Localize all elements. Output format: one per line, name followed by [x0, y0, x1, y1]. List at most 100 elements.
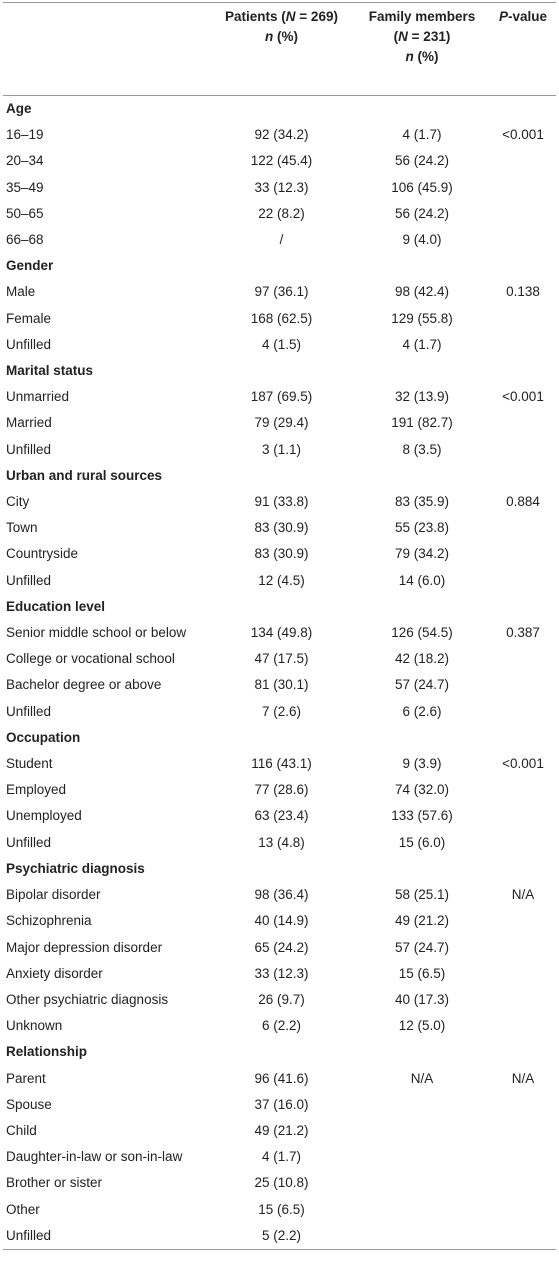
p-value: [490, 1144, 556, 1170]
table-row: Married 79 (29.4) 191 (82.7): [3, 410, 556, 436]
row-label: Bipolar disorder: [6, 887, 101, 903]
top-rule: [3, 2, 556, 3]
patients-value: 79 (29.4): [254, 415, 309, 431]
table-row: 35–49 33 (12.3) 106 (45.9): [3, 175, 556, 201]
family-value: 83 (35.9): [394, 494, 450, 510]
table-row: Countryside 83 (30.9) 79 (34.2): [3, 541, 556, 567]
patients-value: 122 (45.4): [250, 153, 313, 169]
table-row: Major depression disorder 65 (24.2) 57 (24…: [3, 935, 556, 961]
family-value: 49 (21.2): [394, 913, 450, 929]
p-value: [490, 201, 556, 227]
section-title: Urban and rural sources: [6, 467, 163, 483]
header-patients: Patients (N = 269) n (%): [209, 3, 354, 95]
table-row: Unfilled 13 (4.8) 15 (6.0): [3, 830, 556, 856]
table-row: Child 49 (21.2): [3, 1118, 556, 1144]
p-value: <0.001: [502, 389, 544, 405]
p-value: [490, 777, 556, 803]
p-value: <0.001: [502, 756, 544, 772]
family-value: [354, 1223, 490, 1249]
section-title: Gender: [6, 258, 54, 274]
family-value: 40 (17.3): [394, 991, 450, 1007]
section-header-row: Gender: [3, 253, 556, 279]
family-value: 57 (24.7): [394, 939, 450, 955]
patients-value: 15 (6.5): [258, 1201, 305, 1217]
table-row: Unfilled 12 (4.5) 14 (6.0): [3, 568, 556, 594]
family-value: 12 (5.0): [398, 1018, 446, 1034]
table-row: Unfilled 3 (1.1) 8 (3.5): [3, 437, 556, 463]
patients-value: 4 (1.7): [261, 1149, 302, 1165]
table-row: Daughter-in-law or son-in-law 4 (1.7): [3, 1144, 556, 1170]
p-value: 0.884: [506, 494, 540, 510]
patients-value: 92 (34.2): [254, 127, 309, 143]
patients-value: 187 (69.5): [250, 389, 313, 405]
table-row: College or vocational school 47 (17.5) 42 …: [3, 646, 556, 672]
table-row: Unmarried 187 (69.5) 32 (13.9) <0.001: [3, 384, 556, 410]
row-label: Unfilled: [6, 572, 52, 588]
row-label: 20–34: [6, 153, 44, 169]
p-value: [490, 175, 556, 201]
row-label: Brother or sister: [6, 1175, 103, 1191]
family-value: 74 (32.0): [394, 782, 450, 798]
family-value: 56 (24.2): [394, 205, 450, 221]
patients-value: 49 (21.2): [254, 1122, 309, 1138]
row-label: Countryside: [6, 546, 79, 562]
p-value: [490, 437, 556, 463]
bottom-rule: [3, 1248, 556, 1250]
table-row: Parent 96 (41.6) N/A N/A: [3, 1066, 556, 1092]
row-label: Other psychiatric diagnosis: [6, 991, 169, 1007]
section-title: Marital status: [6, 363, 94, 379]
section-header-row: Relationship: [3, 1039, 556, 1065]
row-label: Employed: [6, 782, 67, 798]
patients-value: 26 (9.7): [258, 991, 305, 1007]
family-value: [354, 1092, 490, 1118]
patients-value: /: [279, 232, 284, 248]
row-label: Married: [6, 415, 52, 431]
patients-value: 4 (1.5): [261, 336, 302, 352]
table: Patients (N = 269) n (%) Family members …: [3, 3, 556, 1249]
table-row: Female 168 (62.5) 129 (55.8): [3, 306, 556, 332]
p-value: [490, 568, 556, 594]
family-value: [354, 1197, 490, 1223]
table-row: Spouse 37 (16.0): [3, 1092, 556, 1118]
section-header-row: Urban and rural sources: [3, 463, 556, 489]
family-value: 133 (57.6): [391, 808, 453, 824]
table-row: Male 97 (36.1) 98 (42.4) 0.138: [3, 279, 556, 305]
p-value: [490, 672, 556, 698]
row-label: College or vocational school: [6, 651, 175, 667]
row-label: Unfilled: [6, 1227, 52, 1243]
patients-value: 97 (36.1): [254, 284, 309, 300]
row-label: Spouse: [6, 1096, 52, 1112]
row-label: Town: [6, 520, 38, 536]
p-value: [490, 332, 556, 358]
patients-value: 6 (2.2): [261, 1018, 302, 1034]
patients-value: 63 (23.4): [254, 808, 309, 824]
section-title: Relationship: [6, 1044, 88, 1060]
patients-value: 83 (30.9): [254, 520, 309, 536]
table-row: Unfilled 4 (1.5) 4 (1.7): [3, 332, 556, 358]
patients-value: 77 (28.6): [254, 782, 309, 798]
family-value: [354, 1118, 490, 1144]
section-header-row: Education level: [3, 594, 556, 620]
p-value: N/A: [511, 887, 535, 903]
p-value: [490, 227, 556, 253]
p-value: [490, 148, 556, 174]
row-label: Senior middle school or below: [6, 625, 187, 641]
family-value: 57 (24.7): [394, 677, 450, 693]
row-label: Unfilled: [6, 441, 52, 457]
patients-value: 40 (14.9): [254, 913, 309, 929]
patients-value: 65 (24.2): [254, 939, 309, 955]
family-value: N/A: [410, 1070, 434, 1086]
table-row: Student 116 (43.1) 9 (3.9) <0.001: [3, 751, 556, 777]
patients-value: 33 (12.3): [254, 179, 309, 195]
p-value: 0.138: [506, 284, 540, 300]
patients-value: 7 (2.6): [261, 703, 302, 719]
patients-value: 168 (62.5): [250, 310, 313, 326]
family-value: 15 (6.0): [398, 834, 446, 850]
row-label: Student: [6, 756, 53, 772]
row-label: Schizophrenia: [6, 913, 92, 929]
family-value: 55 (23.8): [394, 520, 450, 536]
p-value: <0.001: [502, 127, 544, 143]
table-row: Schizophrenia 40 (14.9) 49 (21.2): [3, 908, 556, 934]
table-row: 16–19 92 (34.2) 4 (1.7) <0.001: [3, 122, 556, 148]
p-value: [490, 410, 556, 436]
